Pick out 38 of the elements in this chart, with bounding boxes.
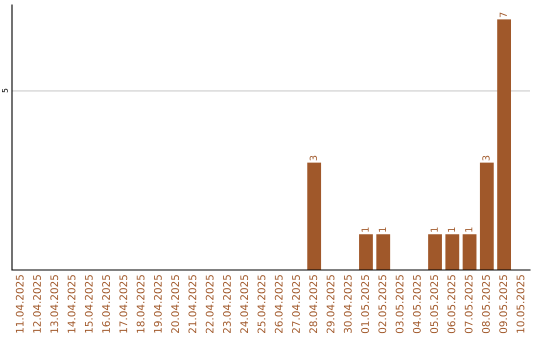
data-label: 1	[430, 228, 438, 232]
x-tick-label: 11.04.2025	[16, 275, 24, 333]
x-tick-label: 08.05.2025	[482, 275, 490, 334]
data-label: 1	[465, 228, 472, 232]
x-tick-label: 01.05.2025	[361, 275, 369, 334]
x-tick-label: 10.05.2025	[516, 275, 524, 333]
x-tick-label: 17.04.2025	[119, 275, 128, 333]
x-tick-label: 02.05.2025	[378, 275, 386, 334]
x-tick-label: 30.04.2025	[344, 275, 352, 334]
data-label: 1	[448, 228, 455, 232]
x-tick-label: 20.04.2025	[171, 275, 180, 334]
data-label: 3	[310, 156, 317, 160]
data-label: 7	[500, 12, 507, 18]
data-label: 1	[378, 228, 386, 232]
x-tick-label: 26.04.2025	[274, 275, 283, 334]
x-tick-label: 19.04.2025	[154, 275, 162, 333]
x-tick-label: 28.04.2025	[309, 275, 318, 334]
data-label: 3	[482, 156, 490, 160]
x-tick-label: 12.04.2025	[33, 275, 41, 333]
x-tick-label: 16.04.2025	[102, 275, 110, 333]
x-tick-label: 04.05.2025	[412, 275, 421, 334]
x-tick-label: 14.04.2025	[68, 275, 76, 333]
x-tick-label: 18.04.2025	[136, 275, 145, 333]
x-tick-label: 13.04.2025	[50, 275, 58, 333]
x-tick-label: 05.05.2025	[430, 275, 438, 334]
x-tick-label: 15.04.2025	[84, 275, 93, 333]
x-tick-label: 25.04.2025	[258, 275, 266, 334]
x-tick-label: 24.04.2025	[240, 275, 248, 334]
data-label: 1	[362, 228, 369, 232]
x-tick-label: 22.04.2025	[206, 275, 214, 334]
x-tick-label: 06.05.2025	[447, 275, 456, 334]
x-tick-label: 23.04.2025	[222, 275, 231, 334]
x-tick-label: 09.05.2025	[499, 275, 508, 334]
x-tick-label: 07.05.2025	[464, 275, 473, 334]
x-tick-label: 27.04.2025	[292, 275, 300, 334]
x-tick-label: 21.04.2025	[188, 275, 196, 334]
x-tick-label: 03.05.2025	[396, 275, 404, 334]
x-tick-label: 29.04.2025	[326, 275, 334, 334]
